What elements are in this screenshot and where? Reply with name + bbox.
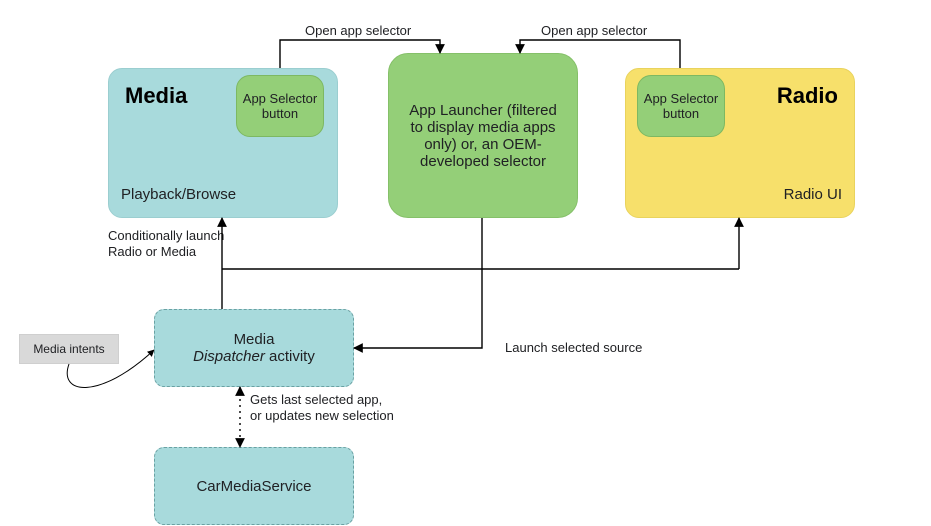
car-media-service-box: CarMediaService [154, 447, 354, 525]
app-selector-button-radio-label: App Selector button [642, 91, 720, 121]
media-intents-text: Media intents [33, 342, 104, 356]
radio-title: Radio [777, 83, 838, 109]
app-selector-button-media: App Selector button [236, 75, 324, 137]
dispatcher-line2-tail: activity [265, 348, 315, 365]
dispatcher-line2-em: Dispatcher [193, 348, 265, 365]
label-conditionally-launch-l2: Radio or Media [108, 244, 224, 260]
label-open-app-selector-left: Open app selector [305, 23, 411, 39]
app-launcher-text: App Launcher (filtered to display media … [403, 102, 563, 170]
label-conditionally-launch-l1: Conditionally launch [108, 228, 224, 244]
app-selector-button-radio: App Selector button [637, 75, 725, 137]
media-title: Media [125, 83, 187, 109]
label-gets-last-selected-l1: Gets last selected app, [250, 392, 394, 408]
media-intents-box: Media intents [19, 334, 119, 364]
dispatcher-line2: Dispatcher activity [193, 348, 315, 365]
label-conditionally-launch: Conditionally launch Radio or Media [108, 228, 224, 261]
media-dispatcher-box: Media Dispatcher activity [154, 309, 354, 387]
car-media-service-text: CarMediaService [196, 478, 311, 495]
media-subtitle: Playback/Browse [121, 186, 236, 205]
edge-launcher-to-dispatcher [354, 218, 482, 348]
label-open-app-selector-right: Open app selector [541, 23, 647, 39]
app-selector-button-media-label: App Selector button [241, 91, 319, 121]
label-gets-last-selected: Gets last selected app, or updates new s… [250, 392, 394, 425]
radio-subtitle: Radio UI [784, 186, 842, 205]
dispatcher-line1: Media [234, 331, 275, 348]
app-launcher-box: App Launcher (filtered to display media … [388, 53, 578, 218]
label-launch-selected-source: Launch selected source [505, 340, 642, 356]
label-gets-last-selected-l2: or updates new selection [250, 408, 394, 424]
